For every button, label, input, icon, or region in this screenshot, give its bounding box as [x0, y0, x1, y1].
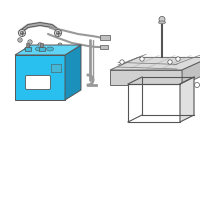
Circle shape: [120, 60, 124, 64]
Circle shape: [58, 43, 62, 47]
Circle shape: [194, 82, 200, 88]
Circle shape: [56, 31, 60, 35]
Circle shape: [39, 44, 41, 46]
Circle shape: [46, 48, 50, 52]
Ellipse shape: [24, 47, 32, 51]
Circle shape: [140, 57, 144, 61]
Polygon shape: [130, 89, 178, 120]
Polygon shape: [128, 84, 180, 122]
Polygon shape: [180, 77, 194, 122]
Circle shape: [18, 29, 26, 36]
Polygon shape: [65, 45, 81, 100]
Circle shape: [54, 29, 62, 36]
Bar: [100, 45, 108, 49]
FancyBboxPatch shape: [26, 75, 50, 90]
Bar: [39, 47, 45, 51]
Circle shape: [159, 16, 165, 22]
Ellipse shape: [46, 47, 54, 51]
Circle shape: [19, 39, 21, 41]
Circle shape: [176, 57, 180, 61]
Polygon shape: [110, 70, 182, 85]
Bar: [26, 43, 29, 47]
Bar: [40, 43, 43, 47]
Circle shape: [38, 43, 42, 47]
Circle shape: [29, 41, 31, 43]
Circle shape: [28, 40, 32, 44]
Polygon shape: [110, 57, 200, 70]
Bar: [25, 47, 31, 51]
Circle shape: [168, 60, 172, 64]
Bar: [51, 64, 61, 72]
Polygon shape: [15, 45, 81, 55]
Ellipse shape: [158, 21, 166, 24]
Polygon shape: [182, 57, 200, 85]
Bar: [100, 35, 110, 40]
Polygon shape: [15, 55, 65, 100]
Circle shape: [18, 38, 22, 42]
Ellipse shape: [36, 47, 42, 51]
Circle shape: [20, 31, 24, 35]
